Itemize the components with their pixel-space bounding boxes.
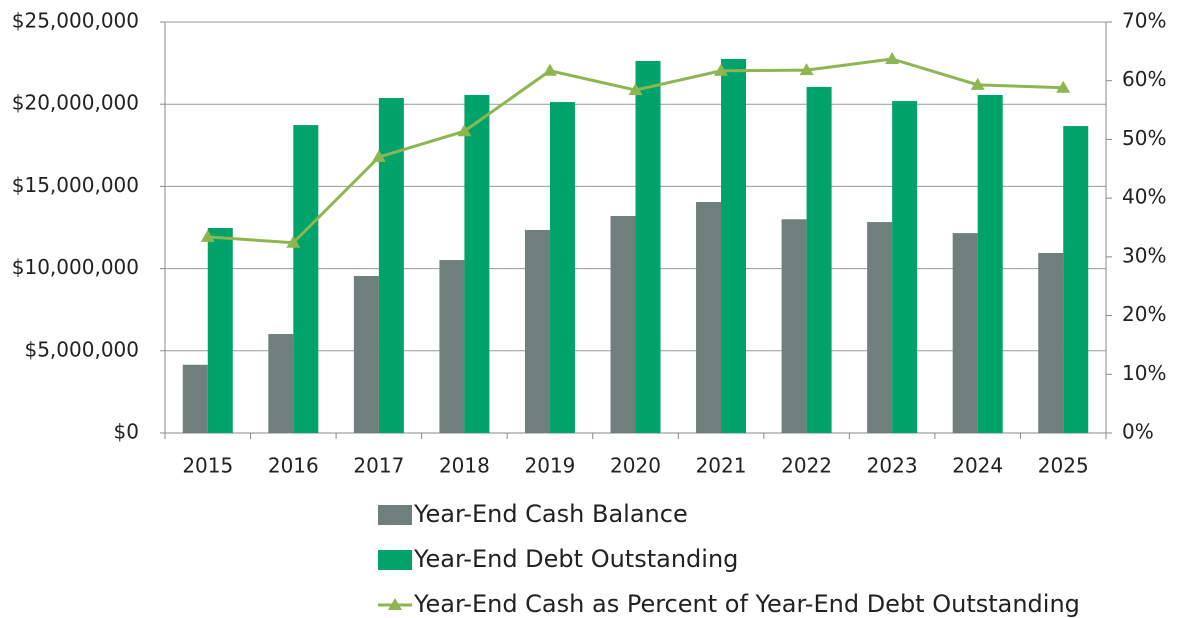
bar [952, 233, 978, 433]
y2-tick-label: 60% [1122, 67, 1166, 91]
x-tick-label: 2017 [353, 454, 404, 478]
y2-tick-label: 0% [1122, 420, 1154, 444]
bar [378, 97, 404, 434]
bar [1038, 252, 1064, 433]
legend-label: Year-End Debt Outstanding [413, 545, 738, 573]
marker [970, 77, 985, 90]
legend-swatch [378, 505, 412, 525]
x-tick-label: 2020 [610, 454, 661, 478]
x-tick-label: 2021 [696, 454, 747, 478]
bar [549, 102, 575, 433]
y-tick-label: $15,000,000 [12, 173, 139, 197]
bar [806, 86, 832, 434]
y2-tick-label: 30% [1122, 243, 1166, 267]
marker [885, 51, 900, 64]
bar [293, 125, 319, 433]
bar [635, 60, 661, 433]
bar [696, 202, 722, 433]
bar [464, 94, 490, 434]
marker [628, 83, 643, 96]
x-tick-label: 2016 [268, 454, 319, 478]
bar [1063, 126, 1089, 434]
x-tick-label: 2018 [439, 454, 490, 478]
marker [200, 229, 215, 242]
marker [799, 63, 814, 76]
bar [524, 229, 550, 433]
legend-label: Year-End Cash as Percent of Year-End Deb… [413, 590, 1080, 618]
legend-swatch [378, 550, 412, 570]
bar [207, 227, 233, 433]
y2-tick-label: 40% [1122, 185, 1166, 209]
y-tick-label: $25,000,000 [12, 9, 139, 33]
legend-label: Year-End Cash Balance [413, 500, 688, 528]
legend-marker [388, 598, 402, 610]
marker [1056, 80, 1071, 93]
bar [892, 101, 918, 433]
bar [721, 58, 747, 434]
y-tick-label: $5,000,000 [24, 337, 139, 361]
bar [781, 219, 807, 433]
marker [371, 150, 386, 163]
x-tick-label: 2025 [1038, 454, 1089, 478]
marker [457, 124, 472, 137]
bar [977, 94, 1003, 434]
y-tick-label: $10,000,000 [12, 255, 139, 279]
bar [353, 275, 379, 433]
y-tick-label: $20,000,000 [12, 91, 139, 115]
y2-tick-label: 50% [1122, 126, 1166, 150]
x-tick-label: 2022 [781, 454, 832, 478]
y2-tick-label: 20% [1122, 302, 1166, 326]
x-tick-label: 2015 [182, 454, 233, 478]
y-tick-label: $0 [114, 420, 139, 444]
x-tick-label: 2023 [867, 454, 918, 478]
marker [286, 235, 301, 248]
bar [182, 364, 208, 433]
marker [542, 63, 557, 76]
x-tick-label: 2024 [952, 454, 1003, 478]
x-tick-label: 2019 [525, 454, 576, 478]
y2-tick-label: 10% [1122, 361, 1166, 385]
bar [268, 334, 294, 433]
bar [610, 215, 636, 433]
y2-tick-label: 70% [1122, 9, 1166, 33]
bar [439, 260, 465, 433]
bar [867, 222, 893, 433]
marker [714, 63, 729, 76]
